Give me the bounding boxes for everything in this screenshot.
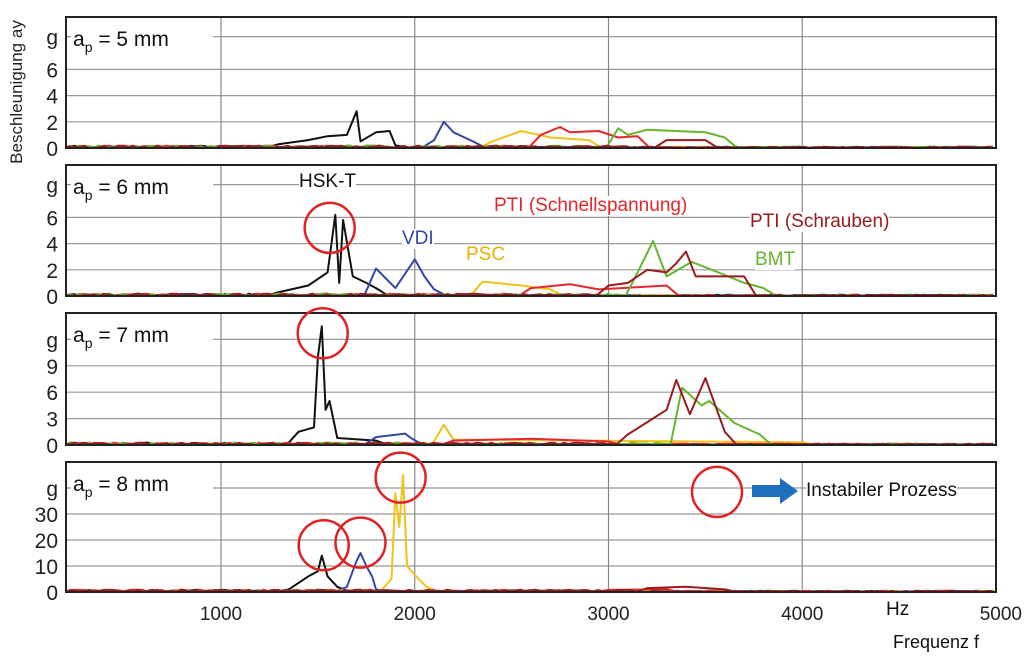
y-tick-label: 3	[46, 409, 58, 432]
highlight-circle	[297, 518, 350, 572]
y-tick-label: 2	[46, 260, 58, 283]
panel-title: ap = 7 mm	[73, 324, 169, 351]
panel-title-bg	[71, 319, 213, 349]
plot-frame	[65, 312, 997, 446]
highlight-circle	[374, 451, 427, 504]
x-axis-label: Frequenz f	[893, 632, 980, 652]
legend-pti-schrauben: PTI (Schrauben)	[750, 211, 890, 232]
highlight-circle	[303, 201, 356, 255]
y-tick-label: 2	[46, 112, 58, 135]
y-tick-label: g	[46, 175, 58, 198]
highlight-circle	[296, 306, 349, 360]
y-tick-label: 4	[46, 234, 58, 257]
x-axis-unit: Hz	[886, 599, 910, 620]
panel-4: 0 10 20 30 g ap = 8 mm	[35, 451, 997, 605]
panel-title: ap = 6 mm	[73, 176, 169, 203]
y-tick-label: 10	[35, 556, 58, 579]
arrow-right-icon	[752, 478, 798, 504]
y-tick-label: 6	[46, 382, 58, 405]
x-tick-label: 4000	[781, 604, 823, 625]
plot-frame	[65, 164, 997, 297]
legend-pti-schnellspannung: PTI (Schnellspannung)	[494, 195, 688, 216]
y-tick-label: 30	[35, 504, 58, 527]
panel-title-bg	[71, 171, 213, 201]
y-tick-label: 0	[46, 286, 58, 309]
plot-frame	[65, 461, 997, 593]
legend-psc: PSC	[466, 244, 506, 265]
y-axis-label: Beschleunigung ay	[7, 20, 26, 164]
x-tick-label: 5000	[980, 604, 1022, 625]
panel-title: ap = 8 mm	[73, 473, 169, 500]
y-tick-label: 0	[46, 435, 58, 458]
y-tick-label: 6	[46, 59, 58, 82]
plot-frame	[65, 16, 997, 149]
legend-hsk-t: HSK-T	[299, 171, 356, 192]
panel-title: ap = 5 mm	[73, 28, 169, 55]
panel-1: 0 2 4 6 g ap = 5 mm	[46, 16, 997, 161]
panel-3: 0 3 6 9 g ap = 7 mm	[46, 306, 997, 458]
highlight-circle	[690, 465, 744, 519]
y-tick-label: 0	[46, 138, 58, 161]
y-tick-label: 20	[35, 530, 58, 553]
panel-2: 0 2 4 6 g ap = 6 mm	[46, 164, 997, 309]
x-tick-label: 2000	[394, 604, 436, 625]
x-tick-label: 3000	[587, 604, 629, 625]
y-tick-label: 6	[46, 207, 58, 230]
y-tick-label: 9	[46, 356, 58, 379]
panel-title-bg	[71, 468, 213, 498]
highlight-circle	[334, 516, 387, 569]
legend-vdi: VDI	[402, 228, 434, 249]
y-tick-label: 4	[46, 86, 58, 109]
legend-bmt: BMT	[755, 249, 796, 270]
panel-title-bg	[71, 23, 213, 53]
y-tick-label: 0	[46, 582, 58, 605]
y-tick-label: g	[46, 27, 58, 50]
x-tick-label: 1000	[200, 604, 242, 625]
instabiler-prozess-note: Instabiler Prozess	[806, 480, 958, 501]
y-tick-label: g	[46, 478, 58, 501]
y-tick-label: g	[46, 329, 58, 352]
